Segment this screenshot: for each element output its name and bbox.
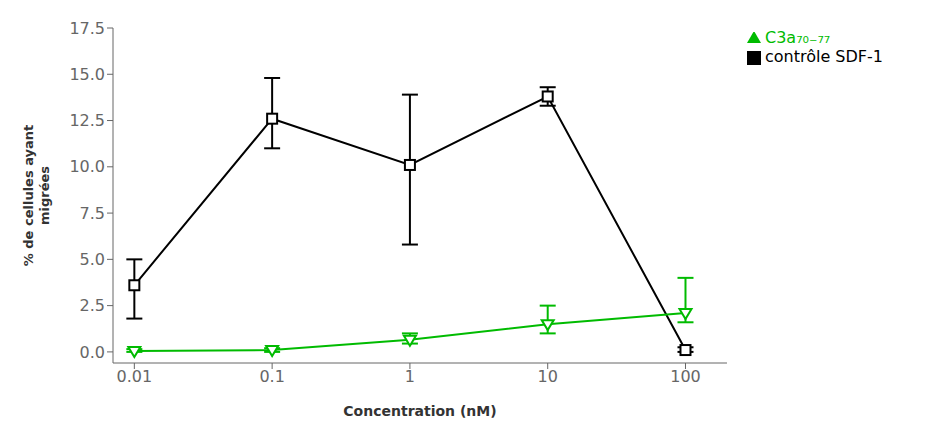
svg-text:0.0: 0.0 [80, 343, 105, 362]
svg-text:7.5: 7.5 [80, 204, 105, 223]
svg-text:100: 100 [670, 367, 701, 386]
svg-text:Concentration (nM): Concentration (nM) [343, 403, 496, 419]
html-text:contrôle SDF-1: contrôle SDF-1 [765, 47, 883, 66]
svg-text:10.0: 10.0 [69, 157, 105, 176]
svg-text:12.5: 12.5 [69, 111, 105, 130]
svg-text:% de cellules ayantmigrées: % de cellules ayantmigrées [21, 125, 52, 267]
svg-text:1: 1 [405, 367, 415, 386]
html-text:C3a₇₀₋₇₇: C3a₇₀₋₇₇ [765, 28, 831, 47]
svg-text:15.0: 15.0 [69, 65, 105, 84]
svg-text:10: 10 [538, 367, 558, 386]
svg-text:17.5: 17.5 [69, 19, 105, 38]
svg-text:0.1: 0.1 [259, 367, 284, 386]
svg-text:5.0: 5.0 [80, 250, 105, 269]
svg-text:0.01: 0.01 [117, 367, 153, 386]
svg-text:2.5: 2.5 [80, 296, 105, 315]
